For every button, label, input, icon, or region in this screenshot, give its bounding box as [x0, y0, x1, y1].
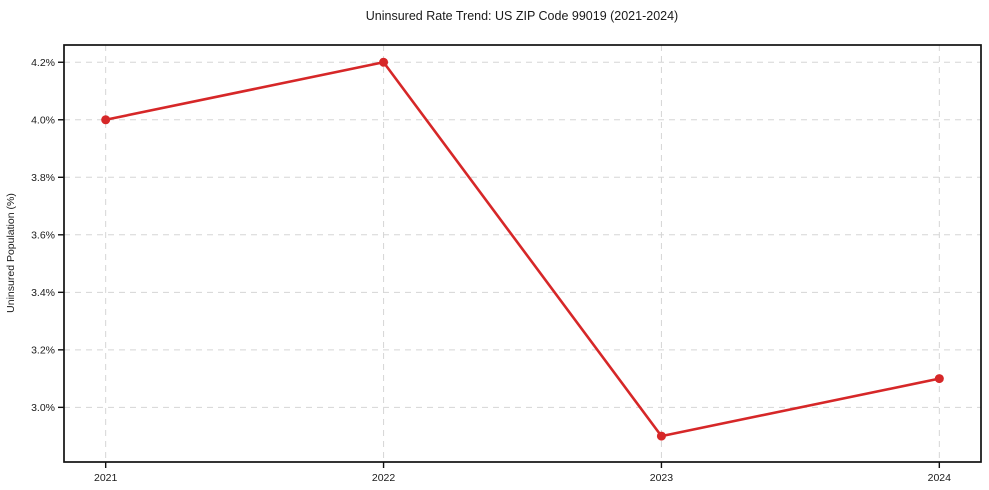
trend-line [104, 60, 941, 438]
y-tick-label: 4.2% [31, 57, 55, 69]
x-tick-label: 2023 [650, 472, 674, 484]
y-axis-label: Uninsured Population (%) [5, 193, 17, 313]
x-tick-label: 2021 [94, 472, 118, 484]
plot-area: 3.0% 3.2% 3.4% 3.6% 3.8% 4.0% 4.2% 2021 2022 2023… [31, 44, 982, 484]
y-tick-label: 3.6% [31, 229, 55, 241]
data-point [101, 115, 111, 125]
data-point [934, 374, 944, 384]
y-tick-label: 3.2% [31, 344, 55, 356]
y-tick-label: 3.8% [31, 172, 55, 184]
y-tick-label: 3.4% [31, 287, 55, 299]
x-tick-label: 2024 [928, 472, 952, 484]
data-point [656, 431, 666, 441]
y-tick-label: 3.0% [31, 402, 55, 414]
y-tick-label: 4.0% [31, 114, 55, 126]
chart-title: Uninsured Rate Trend: US ZIP Code 99019 … [366, 9, 678, 23]
axes-spine [63, 44, 982, 463]
x-tick-label: 2022 [372, 472, 396, 484]
data-point [379, 57, 389, 67]
